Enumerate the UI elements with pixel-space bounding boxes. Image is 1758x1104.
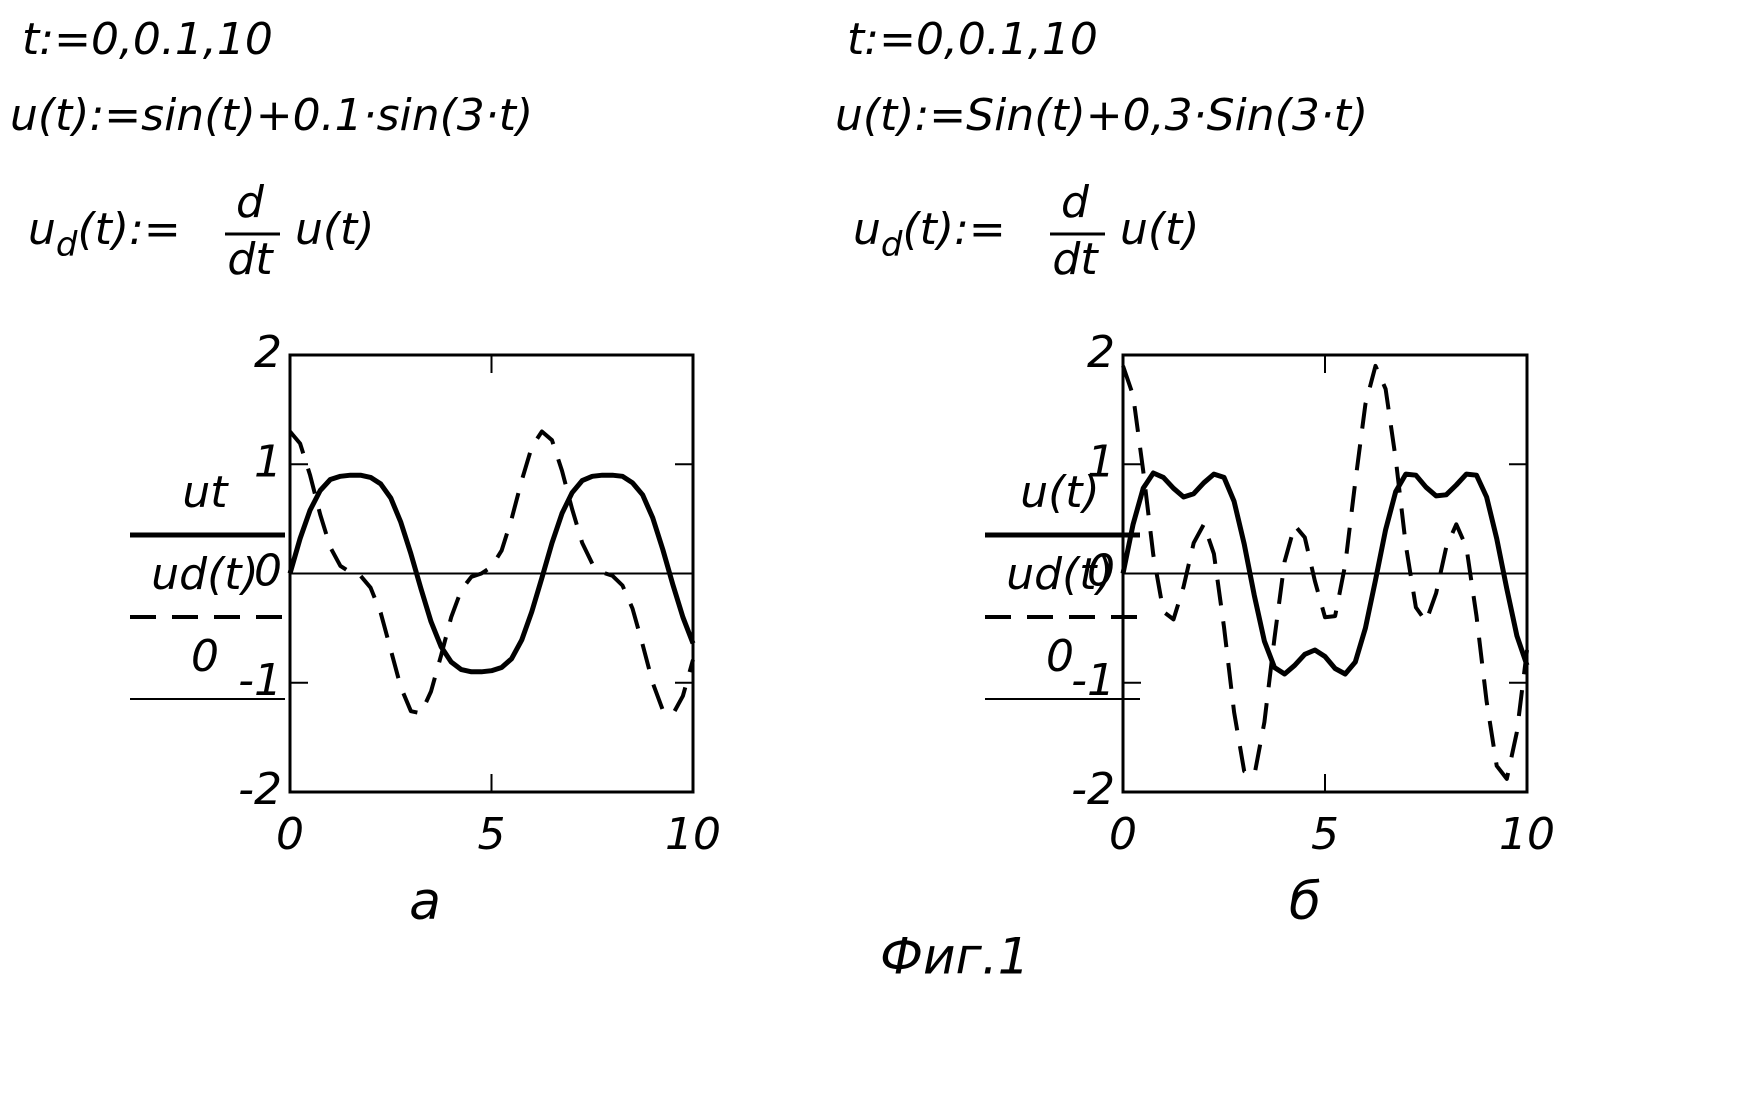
y-tick-label: 2 bbox=[1087, 327, 1115, 378]
formula-u: u(t):=Sin(t)+0,3·Sin(3·t) bbox=[835, 90, 1368, 141]
panel-caption: а bbox=[409, 872, 441, 932]
x-tick-label: 10 bbox=[1499, 809, 1555, 860]
formula-ud-lhs: u bbox=[853, 204, 881, 255]
formula-frac-num: d bbox=[236, 177, 265, 228]
panel-caption: б bbox=[1289, 872, 1321, 932]
x-tick-label: 0 bbox=[276, 809, 304, 860]
legend-label: u(t) bbox=[1020, 467, 1099, 518]
x-tick-label: 0 bbox=[1109, 809, 1137, 860]
figure-caption: Фиг.1 bbox=[880, 928, 1030, 986]
formula-range: t:=0,0.1,10 bbox=[847, 14, 1098, 65]
formula-u: u(t):=sin(t)+0.1·sin(3·t) bbox=[10, 90, 533, 141]
x-tick-label: 5 bbox=[1311, 809, 1339, 860]
legend-label: 0 bbox=[191, 631, 219, 682]
formula-ud-lhs: u bbox=[28, 204, 56, 255]
y-tick-label: -2 bbox=[1071, 764, 1115, 815]
formula-ud-rhs: u(t) bbox=[1120, 204, 1199, 255]
formula-ud-eq: (t):= bbox=[77, 204, 180, 255]
formula-range: t:=0,0.1,10 bbox=[22, 14, 273, 65]
formula-ud-rhs: u(t) bbox=[295, 204, 374, 255]
formula-frac-num: d bbox=[1061, 177, 1090, 228]
formula-ud: ud(t):= bbox=[853, 204, 1006, 265]
formula-ud-sub: d bbox=[881, 225, 903, 265]
x-tick-label: 10 bbox=[665, 809, 721, 860]
series-line bbox=[1123, 366, 1527, 779]
legend-label: ut bbox=[182, 467, 229, 518]
legend-label: 0 bbox=[1046, 631, 1074, 682]
y-tick-label: 1 bbox=[254, 436, 282, 487]
formula-ud-eq: (t):= bbox=[902, 204, 1005, 255]
x-tick-label: 5 bbox=[478, 809, 506, 860]
formula-ud-sub: d bbox=[56, 225, 78, 265]
legend-label: ud(t) bbox=[1006, 549, 1113, 600]
formula-frac-den: dt bbox=[1052, 234, 1099, 285]
formula-ud: ud(t):= bbox=[28, 204, 181, 265]
formula-frac-den: dt bbox=[227, 234, 274, 285]
y-tick-label: -2 bbox=[238, 764, 282, 815]
figure: Фиг.1 t:=0,0.1,10 u(t):=sin(t)+0.1·sin(3·… bbox=[0, 0, 1758, 1104]
y-tick-label: 2 bbox=[254, 327, 282, 378]
legend-label: ud(t) bbox=[151, 549, 258, 600]
